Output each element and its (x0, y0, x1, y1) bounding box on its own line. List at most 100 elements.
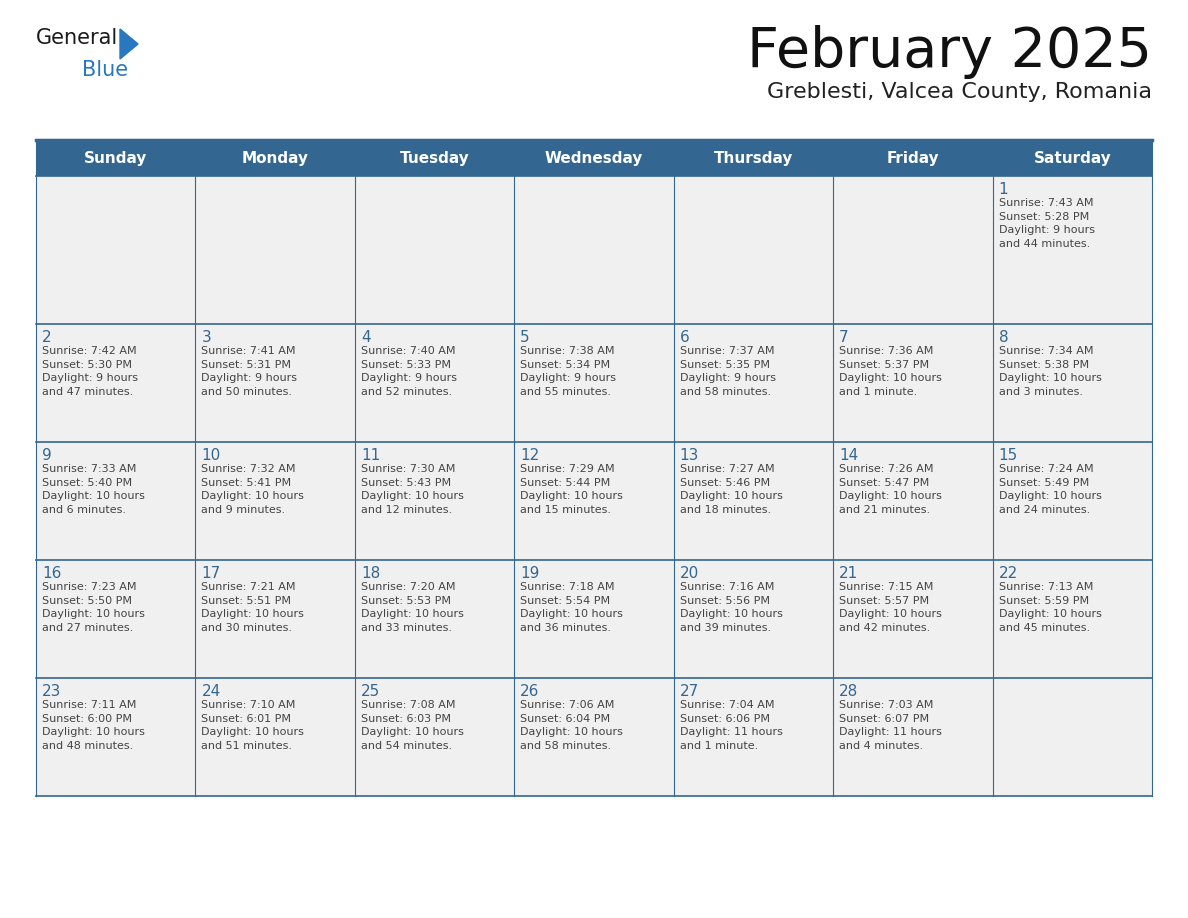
Bar (36, 442, 196, 560)
Text: Sunrise: 7:18 AM
Sunset: 5:54 PM
Daylight: 10 hours
and 36 minutes.: Sunrise: 7:18 AM Sunset: 5:54 PM Dayligh… (520, 582, 624, 633)
Text: Sunrise: 7:42 AM
Sunset: 5:30 PM
Daylight: 9 hours
and 47 minutes.: Sunrise: 7:42 AM Sunset: 5:30 PM Dayligh… (42, 346, 138, 397)
Text: 28: 28 (839, 684, 859, 699)
Text: 12: 12 (520, 448, 539, 463)
Text: 5: 5 (520, 330, 530, 345)
Bar (355, 324, 514, 442)
Text: 19: 19 (520, 566, 539, 581)
Bar (992, 324, 1152, 442)
Text: Blue: Blue (82, 60, 128, 80)
Text: Sunrise: 7:43 AM
Sunset: 5:28 PM
Daylight: 9 hours
and 44 minutes.: Sunrise: 7:43 AM Sunset: 5:28 PM Dayligh… (999, 198, 1094, 249)
Text: Sunrise: 7:33 AM
Sunset: 5:40 PM
Daylight: 10 hours
and 6 minutes.: Sunrise: 7:33 AM Sunset: 5:40 PM Dayligh… (42, 464, 145, 515)
Text: Sunrise: 7:30 AM
Sunset: 5:43 PM
Daylight: 10 hours
and 12 minutes.: Sunrise: 7:30 AM Sunset: 5:43 PM Dayligh… (361, 464, 463, 515)
Text: Greblesti, Valcea County, Romania: Greblesti, Valcea County, Romania (767, 82, 1152, 102)
Bar (36, 678, 196, 796)
Text: 26: 26 (520, 684, 539, 699)
Text: Sunrise: 7:16 AM
Sunset: 5:56 PM
Daylight: 10 hours
and 39 minutes.: Sunrise: 7:16 AM Sunset: 5:56 PM Dayligh… (680, 582, 783, 633)
Text: 18: 18 (361, 566, 380, 581)
Bar (833, 140, 992, 176)
Text: Sunrise: 7:26 AM
Sunset: 5:47 PM
Daylight: 10 hours
and 21 minutes.: Sunrise: 7:26 AM Sunset: 5:47 PM Dayligh… (839, 464, 942, 515)
Text: Sunrise: 7:13 AM
Sunset: 5:59 PM
Daylight: 10 hours
and 45 minutes.: Sunrise: 7:13 AM Sunset: 5:59 PM Dayligh… (999, 582, 1101, 633)
Text: 15: 15 (999, 448, 1018, 463)
Text: Sunrise: 7:15 AM
Sunset: 5:57 PM
Daylight: 10 hours
and 42 minutes.: Sunrise: 7:15 AM Sunset: 5:57 PM Dayligh… (839, 582, 942, 633)
Bar (514, 560, 674, 678)
Bar (833, 678, 992, 796)
Text: Sunrise: 7:06 AM
Sunset: 6:04 PM
Daylight: 10 hours
and 58 minutes.: Sunrise: 7:06 AM Sunset: 6:04 PM Dayligh… (520, 700, 624, 751)
Text: 21: 21 (839, 566, 859, 581)
Bar (674, 678, 833, 796)
Text: 2: 2 (42, 330, 51, 345)
Text: Sunday: Sunday (84, 151, 147, 165)
Bar (355, 442, 514, 560)
Bar (514, 442, 674, 560)
Text: 22: 22 (999, 566, 1018, 581)
Text: Saturday: Saturday (1034, 151, 1111, 165)
Text: Sunrise: 7:08 AM
Sunset: 6:03 PM
Daylight: 10 hours
and 54 minutes.: Sunrise: 7:08 AM Sunset: 6:03 PM Dayligh… (361, 700, 463, 751)
Polygon shape (120, 29, 138, 59)
Text: Sunrise: 7:40 AM
Sunset: 5:33 PM
Daylight: 9 hours
and 52 minutes.: Sunrise: 7:40 AM Sunset: 5:33 PM Dayligh… (361, 346, 457, 397)
Bar (514, 176, 674, 324)
Text: Sunrise: 7:11 AM
Sunset: 6:00 PM
Daylight: 10 hours
and 48 minutes.: Sunrise: 7:11 AM Sunset: 6:00 PM Dayligh… (42, 700, 145, 751)
Text: Sunrise: 7:20 AM
Sunset: 5:53 PM
Daylight: 10 hours
and 33 minutes.: Sunrise: 7:20 AM Sunset: 5:53 PM Dayligh… (361, 582, 463, 633)
Text: Sunrise: 7:24 AM
Sunset: 5:49 PM
Daylight: 10 hours
and 24 minutes.: Sunrise: 7:24 AM Sunset: 5:49 PM Dayligh… (999, 464, 1101, 515)
Bar (36, 140, 196, 176)
Text: Sunrise: 7:36 AM
Sunset: 5:37 PM
Daylight: 10 hours
and 1 minute.: Sunrise: 7:36 AM Sunset: 5:37 PM Dayligh… (839, 346, 942, 397)
Bar (992, 442, 1152, 560)
Bar (196, 176, 355, 324)
Bar (674, 176, 833, 324)
Bar (514, 678, 674, 796)
Bar (992, 140, 1152, 176)
Text: 8: 8 (999, 330, 1009, 345)
Text: Sunrise: 7:41 AM
Sunset: 5:31 PM
Daylight: 9 hours
and 50 minutes.: Sunrise: 7:41 AM Sunset: 5:31 PM Dayligh… (202, 346, 297, 397)
Bar (674, 140, 833, 176)
Text: 4: 4 (361, 330, 371, 345)
Text: Tuesday: Tuesday (399, 151, 469, 165)
Text: 9: 9 (42, 448, 52, 463)
Text: Monday: Monday (241, 151, 309, 165)
Text: Sunrise: 7:21 AM
Sunset: 5:51 PM
Daylight: 10 hours
and 30 minutes.: Sunrise: 7:21 AM Sunset: 5:51 PM Dayligh… (202, 582, 304, 633)
Text: 1: 1 (999, 182, 1009, 197)
Text: Sunrise: 7:04 AM
Sunset: 6:06 PM
Daylight: 11 hours
and 1 minute.: Sunrise: 7:04 AM Sunset: 6:06 PM Dayligh… (680, 700, 783, 751)
Text: 24: 24 (202, 684, 221, 699)
Bar (355, 176, 514, 324)
Text: Sunrise: 7:32 AM
Sunset: 5:41 PM
Daylight: 10 hours
and 9 minutes.: Sunrise: 7:32 AM Sunset: 5:41 PM Dayligh… (202, 464, 304, 515)
Bar (514, 324, 674, 442)
Text: 25: 25 (361, 684, 380, 699)
Text: General: General (36, 28, 119, 48)
Text: Friday: Friday (886, 151, 940, 165)
Bar (992, 560, 1152, 678)
Bar (514, 140, 674, 176)
Text: 23: 23 (42, 684, 62, 699)
Text: 20: 20 (680, 566, 699, 581)
Text: 16: 16 (42, 566, 62, 581)
Text: Thursday: Thursday (714, 151, 794, 165)
Text: Sunrise: 7:34 AM
Sunset: 5:38 PM
Daylight: 10 hours
and 3 minutes.: Sunrise: 7:34 AM Sunset: 5:38 PM Dayligh… (999, 346, 1101, 397)
Bar (833, 442, 992, 560)
Text: Sunrise: 7:23 AM
Sunset: 5:50 PM
Daylight: 10 hours
and 27 minutes.: Sunrise: 7:23 AM Sunset: 5:50 PM Dayligh… (42, 582, 145, 633)
Text: 6: 6 (680, 330, 689, 345)
Bar (36, 176, 196, 324)
Text: 17: 17 (202, 566, 221, 581)
Bar (355, 140, 514, 176)
Bar (674, 560, 833, 678)
Text: Sunrise: 7:29 AM
Sunset: 5:44 PM
Daylight: 10 hours
and 15 minutes.: Sunrise: 7:29 AM Sunset: 5:44 PM Dayligh… (520, 464, 624, 515)
Bar (833, 324, 992, 442)
Bar (992, 176, 1152, 324)
Bar (196, 560, 355, 678)
Text: 14: 14 (839, 448, 859, 463)
Bar (833, 560, 992, 678)
Text: Sunrise: 7:10 AM
Sunset: 6:01 PM
Daylight: 10 hours
and 51 minutes.: Sunrise: 7:10 AM Sunset: 6:01 PM Dayligh… (202, 700, 304, 751)
Bar (36, 560, 196, 678)
Bar (36, 324, 196, 442)
Text: Wednesday: Wednesday (545, 151, 643, 165)
Text: February 2025: February 2025 (747, 25, 1152, 79)
Bar (196, 678, 355, 796)
Text: Sunrise: 7:38 AM
Sunset: 5:34 PM
Daylight: 9 hours
and 55 minutes.: Sunrise: 7:38 AM Sunset: 5:34 PM Dayligh… (520, 346, 617, 397)
Text: Sunrise: 7:27 AM
Sunset: 5:46 PM
Daylight: 10 hours
and 18 minutes.: Sunrise: 7:27 AM Sunset: 5:46 PM Dayligh… (680, 464, 783, 515)
Bar (992, 678, 1152, 796)
Text: 27: 27 (680, 684, 699, 699)
Text: Sunrise: 7:03 AM
Sunset: 6:07 PM
Daylight: 11 hours
and 4 minutes.: Sunrise: 7:03 AM Sunset: 6:07 PM Dayligh… (839, 700, 942, 751)
Text: 10: 10 (202, 448, 221, 463)
Text: 3: 3 (202, 330, 211, 345)
Bar (196, 324, 355, 442)
Bar (355, 560, 514, 678)
